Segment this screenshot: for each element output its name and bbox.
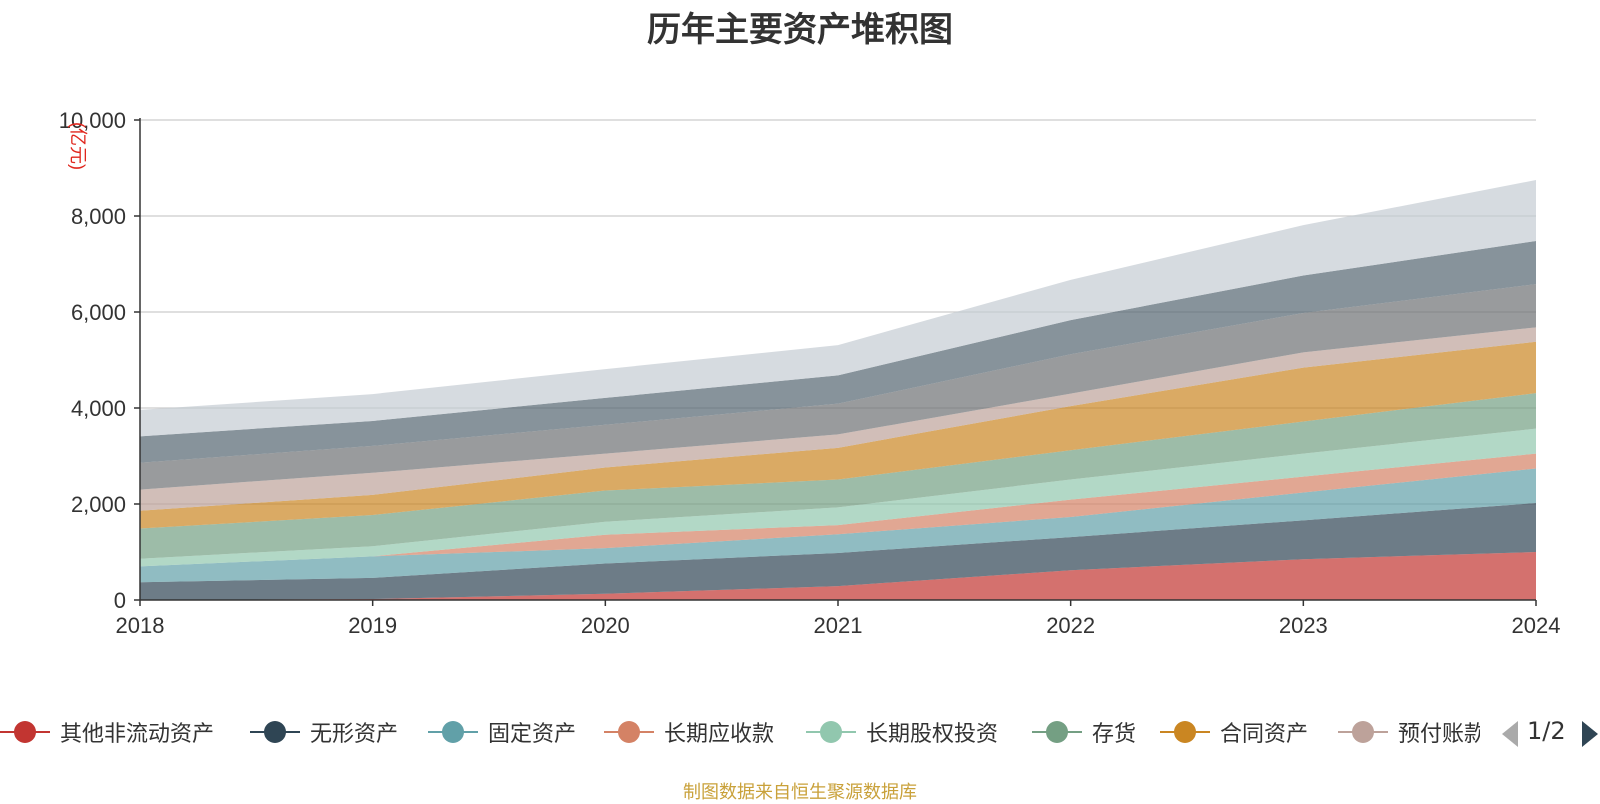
x-tick-label: 2024 [1512, 613, 1561, 638]
legend: 其他非流动资产 无形资产 固定资产 长期应收款 长期股权投资 存货 合同资产 预付账款 1/2 [0, 712, 1600, 752]
y-tick-label: 8,000 [71, 204, 126, 229]
area-series [140, 180, 1536, 600]
area-series-5 [140, 393, 1536, 559]
legend-label: 无形资产 [310, 722, 399, 747]
area-series-1 [140, 503, 1536, 600]
legend-item[interactable]: 无形资产 [250, 712, 398, 752]
area-series-9 [140, 240, 1536, 463]
legend-marker-icon [1338, 712, 1388, 752]
legend-label: 长期应收款 [664, 722, 775, 747]
legend-next-page-icon[interactable] [1582, 721, 1598, 747]
x-tick-label: 2018 [116, 613, 165, 638]
legend-item[interactable]: 合同资产 [1160, 712, 1308, 752]
legend-label: 长期股权投资 [866, 722, 999, 747]
y-axis-label: (亿元) [68, 122, 88, 170]
chart-title: 历年主要资产堆积图 [647, 10, 953, 50]
x-tick-label: 2021 [814, 613, 863, 638]
legend-marker-icon [1160, 712, 1210, 752]
area-series-7 [140, 327, 1536, 511]
legend-label: 存货 [1092, 722, 1137, 747]
y-tick-label: 10,000 [59, 108, 126, 133]
y-tick-label: 2,000 [71, 492, 126, 517]
legend-item[interactable]: 固定资产 [428, 712, 576, 752]
y-tick-label: 4,000 [71, 396, 126, 421]
legend-page-indicator: 1/2 [1527, 717, 1566, 745]
legend-item[interactable]: 长期股权投资 [806, 712, 998, 752]
area-series-10 [140, 180, 1536, 437]
legend-item[interactable]: 预付账款 [1338, 712, 1480, 752]
area-series-4 [140, 428, 1536, 567]
legend-marker-icon [250, 712, 300, 752]
x-tick-label: 2023 [1279, 613, 1328, 638]
legend-marker-icon [0, 712, 50, 752]
legend-marker-icon [428, 712, 478, 752]
legend-item[interactable]: 其他非流动资产 [0, 712, 214, 752]
area-series-8 [140, 284, 1536, 490]
legend-label: 合同资产 [1220, 722, 1309, 747]
legend-marker-icon [1032, 712, 1082, 752]
axes: 0 2,000 4,000 6,000 8,000 10,000 2018 2019 2020 2… [59, 108, 1561, 638]
legend-label: 固定资产 [488, 722, 577, 747]
legend-marker-icon [806, 712, 856, 752]
legend-item[interactable]: 存货 [1032, 712, 1136, 752]
x-tick-label: 2019 [348, 613, 397, 638]
x-tick-label: 2022 [1046, 613, 1095, 638]
x-tick-label: 2020 [581, 613, 630, 638]
legend-prev-page-icon[interactable] [1502, 721, 1518, 747]
area-series-2 [140, 468, 1536, 583]
data-source-note: 制图数据来自恒生聚源数据库 [683, 782, 917, 803]
y-tick-label: 6,000 [71, 300, 126, 325]
area-series-0 [140, 552, 1536, 600]
legend-marker-icon [604, 712, 654, 752]
legend-label: 预付账款 [1398, 722, 1480, 747]
y-axis-unit-label: (亿元) [68, 122, 88, 170]
y-tick-label: 0 [114, 588, 126, 613]
legend-item[interactable]: 长期应收款 [604, 712, 774, 752]
legend-label: 其他非流动资产 [60, 722, 215, 747]
area-series-6 [140, 341, 1536, 529]
legend-items: 其他非流动资产 无形资产 固定资产 长期应收款 长期股权投资 存货 合同资产 预付账款 [0, 712, 1480, 752]
